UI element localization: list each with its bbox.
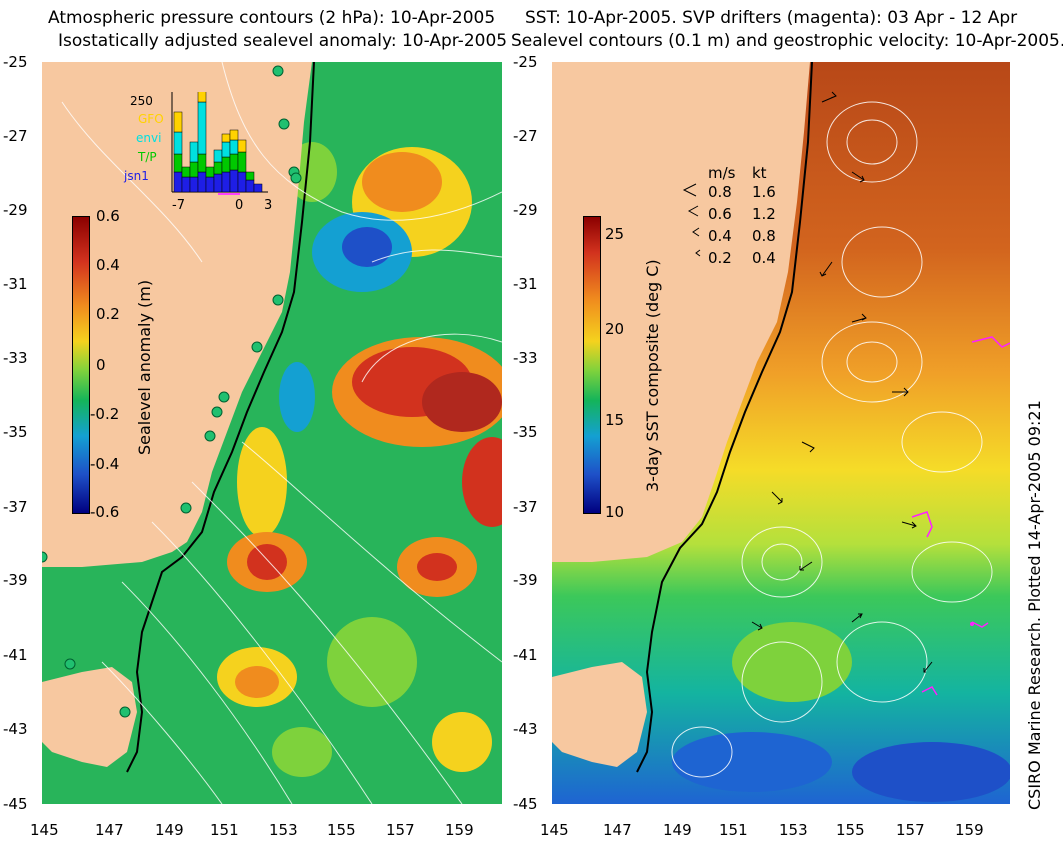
sst-colorbar-tick: 25 (605, 225, 625, 243)
right-y-tick: -27 (513, 127, 538, 145)
left-x-tick: 151 (210, 821, 239, 839)
sealevel-colorbar-label: Sealevel anomaly (m) (135, 279, 154, 455)
right-y-tick: -35 (513, 423, 538, 441)
right-y-tick: -43 (513, 720, 538, 738)
sealevel-colorbar-tick: 0.4 (96, 256, 120, 274)
velocity-legend-ms: 0.2 (708, 249, 732, 267)
velocity-legend-kt: 0.8 (752, 227, 776, 245)
right-title-line1: SST: 10-Apr-2005. SVP drifters (magenta)… (525, 8, 1018, 28)
altimeter-histogram: 250 GFO envi T/P jsn1 -7 0 3 (122, 92, 273, 213)
left-y-tick: -39 (3, 571, 28, 589)
right-x-tick: 149 (663, 821, 692, 839)
sealevel-colorbar (72, 216, 90, 514)
right-map (552, 62, 1010, 804)
sealevel-colorbar-tick: -0.4 (90, 455, 120, 473)
left-y-tick: -25 (3, 53, 28, 71)
left-x-tick: 149 (155, 821, 184, 839)
right-x-tick: 157 (896, 821, 925, 839)
sealevel-colorbar-tick: -0.2 (90, 405, 120, 423)
velocity-legend-ms: 0.8 (708, 183, 732, 201)
left-x-tick: 155 (327, 821, 356, 839)
credit-text: CSIRO Marine Research. Plotted 14-Apr-20… (1025, 400, 1044, 810)
histogram-x-tick: -7 (172, 198, 185, 213)
right-y-tick: -31 (513, 275, 538, 293)
right-x-tick: 153 (779, 821, 808, 839)
left-title-line2: Isostatically adjusted sealevel anomaly:… (58, 31, 508, 51)
right-x-tick: 155 (836, 821, 865, 839)
sealevel-colorbar-tick: 0 (96, 356, 106, 374)
sst-map (552, 62, 1010, 804)
sst-colorbar-tick: 10 (605, 503, 625, 521)
left-y-tick: -43 (3, 720, 28, 738)
velocity-legend-ms: 0.6 (708, 205, 732, 223)
velocity-legend-header-kt: kt (752, 164, 767, 182)
left-x-tick: 157 (386, 821, 415, 839)
sealevel-colorbar-tick: 0.2 (96, 305, 120, 323)
velocity-legend-header-ms: m/s (708, 164, 736, 182)
right-y-tick: -39 (513, 571, 538, 589)
histogram-bars (171, 92, 268, 195)
velocity-arrows (751, 91, 933, 673)
velocity-legend-ms: 0.4 (708, 227, 732, 245)
svp-drifters (911, 336, 1010, 696)
left-y-tick: -35 (3, 423, 28, 441)
right-y-tick: -41 (513, 646, 538, 664)
left-x-tick: 153 (269, 821, 298, 839)
velocity-legend-kt: 0.4 (752, 249, 776, 267)
left-y-tick: -27 (3, 127, 28, 145)
sealevel-anomaly-map (42, 62, 502, 804)
right-x-tick: 151 (719, 821, 748, 839)
right-title-line2: Sealevel contours (0.1 m) and geostrophi… (511, 31, 1063, 51)
right-y-tick: -33 (513, 349, 538, 367)
right-x-tick: 147 (603, 821, 632, 839)
right-x-tick: 159 (955, 821, 984, 839)
right-y-tick: -25 (513, 53, 538, 71)
left-y-tick: -33 (3, 349, 28, 367)
velocity-legend-kt: 1.2 (752, 205, 776, 223)
histogram-legend-tp: T/P (138, 150, 157, 164)
histogram-legend-gfo: GFO (138, 112, 164, 126)
sst-colorbar-label: 3-day SST composite (deg C) (643, 259, 662, 492)
histogram-max-label: 250 (130, 94, 153, 108)
histogram-x-tick: 0 (235, 198, 244, 213)
left-y-tick: -29 (3, 201, 28, 219)
velocity-legend-arrows (682, 183, 701, 257)
right-x-tick: 145 (540, 821, 569, 839)
sst-colorbar (583, 216, 601, 514)
left-x-tick: 159 (445, 821, 474, 839)
right-y-tick: -45 (513, 795, 538, 813)
sst-colorbar-tick: 15 (605, 411, 625, 429)
histogram-x-tick: 3 (264, 198, 273, 213)
left-y-tick: -37 (3, 498, 28, 516)
velocity-legend-kt: 1.6 (752, 183, 776, 201)
histogram-legend-envi: envi (136, 131, 162, 145)
left-x-tick: 145 (30, 821, 59, 839)
sealevel-colorbar-tick: 0.6 (96, 207, 120, 225)
left-map (42, 62, 502, 804)
velocity-legend: m/s kt 0.8 1.6 0.6 1.2 0.4 0.8 0.2 0.4 (680, 164, 790, 274)
right-y-tick: -29 (513, 201, 538, 219)
left-y-tick: -41 (3, 646, 28, 664)
right-y-tick: -37 (513, 498, 538, 516)
sst-colorbar-tick: 20 (605, 320, 625, 338)
sealevel-colorbar-tick: -0.6 (90, 503, 120, 521)
histogram-legend-jsn1: jsn1 (124, 169, 149, 183)
left-y-tick: -31 (3, 275, 28, 293)
left-y-tick: -45 (3, 795, 28, 813)
left-x-tick: 147 (95, 821, 124, 839)
left-title-line1: Atmospheric pressure contours (2 hPa): 1… (48, 8, 496, 28)
